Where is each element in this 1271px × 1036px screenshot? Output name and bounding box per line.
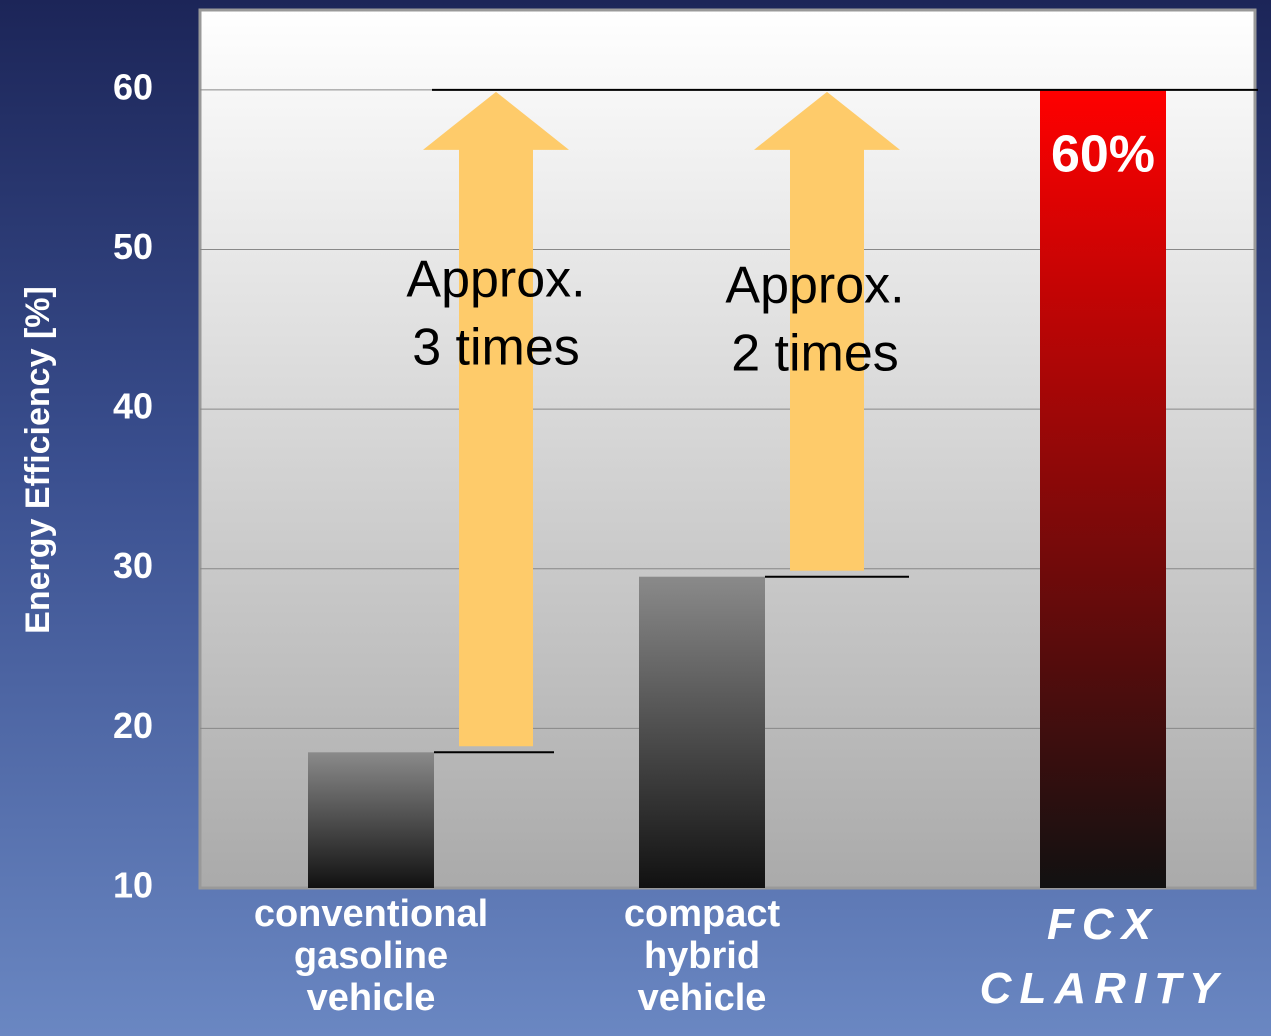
- arrow: [423, 91, 569, 747]
- x-tick-label: FCX CLARITY: [979, 900, 1227, 1013]
- annotation: Approx.: [725, 257, 904, 315]
- y-tick-label: 60: [113, 66, 153, 107]
- y-tick-label: 30: [113, 545, 153, 586]
- y-tick-label: 20: [113, 705, 153, 746]
- annotation: Approx.: [406, 251, 585, 309]
- annotation: 3 times: [412, 319, 580, 377]
- y-tick-label: 40: [113, 386, 153, 427]
- bar: [308, 752, 434, 888]
- annotation: 2 times: [731, 325, 899, 383]
- arrow: [754, 91, 900, 571]
- bar: [1040, 89, 1166, 889]
- y-tick-label: 50: [113, 226, 153, 267]
- y-tick-label: 10: [113, 865, 153, 906]
- bar: [639, 576, 765, 888]
- value-label: 60%: [1051, 126, 1155, 184]
- x-tick-label: compact hybrid vehicle: [623, 893, 781, 1019]
- x-tick-label: conventional gasoline vehicle: [253, 893, 489, 1019]
- y-axis-title: Energy Efficiency [%]: [19, 286, 57, 634]
